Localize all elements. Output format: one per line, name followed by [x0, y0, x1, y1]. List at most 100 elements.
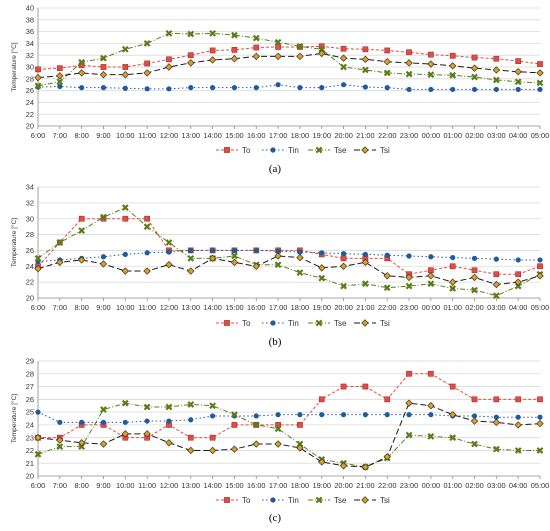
- x-tick-label: 00:00: [422, 481, 441, 490]
- data-point-tsi: [165, 439, 173, 447]
- y-tick-label: 29: [26, 357, 34, 366]
- series-line-tin: [37, 249, 540, 263]
- legend-item-tin: Tin: [262, 146, 299, 155]
- x-tick-label: 12:00: [160, 303, 179, 312]
- data-point-tse: [405, 282, 413, 290]
- x-tick-label: 13:00: [182, 303, 201, 312]
- data-point-tse: [318, 45, 326, 53]
- data-point-tsi: [318, 458, 326, 466]
- data-point-tse: [362, 66, 369, 74]
- y-tick-label: 36: [26, 27, 34, 36]
- legend-item-tsi: Tsi: [354, 496, 390, 505]
- legend-label: Tsi: [380, 496, 390, 505]
- series-line-to: [38, 373, 540, 439]
- x-tick-label: 00:00: [422, 131, 441, 140]
- data-point-to: [515, 396, 522, 403]
- legend-item-tsi: Tsi: [354, 146, 390, 155]
- data-point-tse: [296, 440, 304, 448]
- data-point-to: [449, 383, 456, 390]
- data-point-tse: [449, 71, 457, 79]
- y-tick-label: 26: [26, 395, 34, 404]
- data-point-tse: [471, 286, 478, 294]
- legend-item-tin: Tin: [262, 496, 299, 505]
- x-tick-label: 14:00: [203, 481, 222, 490]
- data-point-tse: [187, 401, 195, 408]
- data-point-tsi: [208, 254, 217, 263]
- x-tick-label: 14:00: [203, 303, 222, 312]
- data-point-tin: [144, 86, 150, 92]
- data-point-tin: [406, 412, 412, 418]
- data-point-to: [318, 396, 325, 403]
- legend-marker: [270, 147, 276, 153]
- legend-item-to: To: [216, 319, 251, 328]
- data-point-tsi: [514, 278, 522, 286]
- data-point-tsi: [361, 258, 370, 267]
- data-point-tsi: [143, 267, 151, 275]
- series-line-tsi: [37, 255, 541, 286]
- data-point-tin: [253, 85, 259, 91]
- data-point-tin: [210, 85, 216, 91]
- data-point-tsi: [492, 280, 501, 289]
- data-point-tsi: [208, 56, 217, 64]
- x-tick-label: 01:00: [443, 481, 462, 490]
- x-tick-label: 05:00: [531, 481, 550, 490]
- data-point-tse: [209, 29, 216, 37]
- legend-marker: [361, 496, 369, 504]
- x-tick-label: 8:00: [74, 481, 88, 490]
- data-point-to: [209, 434, 216, 441]
- data-point-to: [35, 66, 41, 73]
- data-point-tin: [122, 419, 128, 425]
- data-point-tin: [340, 251, 347, 257]
- data-point-tse: [78, 227, 86, 234]
- data-point-to: [449, 263, 456, 270]
- legend-label: Tse: [334, 496, 347, 505]
- data-point-to: [340, 383, 347, 390]
- data-point-tin: [471, 255, 478, 261]
- data-point-tse: [252, 421, 260, 429]
- data-point-tse: [383, 284, 391, 292]
- data-point-tse: [231, 31, 238, 39]
- data-point-tsi: [339, 462, 348, 470]
- legend-item-tse: Tse: [308, 146, 347, 155]
- data-point-tsi: [383, 272, 391, 280]
- data-point-tsi: [339, 262, 348, 270]
- series-line-tse: [37, 402, 540, 468]
- data-point-tin: [537, 257, 543, 263]
- data-point-tse: [187, 30, 195, 38]
- data-point-tse: [100, 406, 107, 413]
- data-point-to: [340, 255, 347, 262]
- data-point-tin: [384, 412, 390, 418]
- data-point-tse: [121, 204, 129, 211]
- y-tick-label: 20: [26, 294, 34, 303]
- data-point-tse: [165, 403, 173, 411]
- data-point-to: [362, 46, 369, 53]
- series-line-tin: [37, 84, 540, 90]
- x-tick-label: 01:00: [443, 303, 462, 312]
- x-tick-label: 23:00: [400, 303, 419, 312]
- data-point-tsi: [252, 262, 260, 270]
- y-tick-label: 22: [26, 446, 34, 455]
- data-point-tin: [537, 414, 543, 420]
- data-point-tin: [450, 86, 456, 93]
- data-point-tse: [34, 450, 42, 458]
- data-point-tin: [319, 85, 325, 91]
- data-point-tse: [427, 71, 435, 79]
- data-point-tse: [427, 280, 435, 288]
- y-tick-label: 20: [26, 122, 34, 131]
- legend-marker: [361, 319, 369, 327]
- legend-marker: [315, 319, 323, 327]
- data-point-tsi: [77, 256, 86, 264]
- data-point-tse: [383, 69, 391, 77]
- data-point-to: [384, 396, 391, 403]
- data-point-tin: [428, 412, 434, 418]
- series-line-to: [37, 45, 541, 70]
- data-point-tse: [536, 447, 544, 454]
- legend-label: To: [242, 319, 251, 328]
- data-point-tin: [362, 84, 368, 90]
- data-point-to: [362, 383, 369, 390]
- data-point-tse: [34, 254, 42, 262]
- data-point-tin: [340, 412, 347, 418]
- data-point-tse: [296, 42, 304, 50]
- x-tick-label: 8:00: [74, 131, 88, 140]
